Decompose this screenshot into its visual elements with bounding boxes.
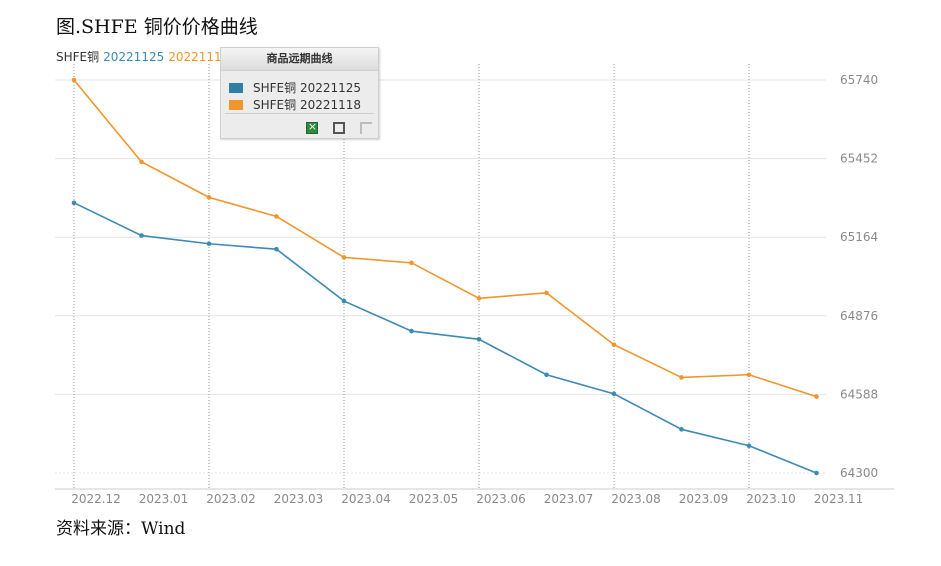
series-strip-s2[interactable]: 20221118 (168, 50, 230, 64)
y-tick-label: 65452 (840, 152, 878, 166)
x-tick-label: 2023.04 (341, 492, 391, 506)
series-point-1 (611, 391, 617, 397)
series-point-2 (544, 290, 549, 296)
x-tick-label: 2023.06 (476, 492, 526, 506)
x-tick-label: 2023.05 (409, 492, 459, 506)
series-point-2 (814, 394, 819, 399)
series-point-1 (746, 443, 752, 449)
x-tick-label: 2023.01 (139, 492, 189, 506)
legend-item-series1[interactable]: SHFE铜 20221125 (229, 79, 361, 96)
series-point-2 (679, 375, 684, 380)
series-point-2 (274, 214, 279, 219)
series-line-2 (73, 79, 817, 398)
x-tick-label: 2023.07 (544, 492, 594, 506)
x-tick-label: 2023.11 (814, 492, 864, 506)
x-tick-label: 2022.12 (71, 492, 121, 506)
series-point-1 (341, 298, 347, 304)
legend-item-series2[interactable]: SHFE铜 20221118 (229, 96, 361, 113)
series-point-1 (409, 328, 414, 334)
series-line-1 (73, 202, 817, 474)
y-tick-label: 65740 (840, 73, 878, 87)
series-point-2 (476, 296, 482, 301)
legend-divider (225, 113, 374, 114)
legend-swatch-series2 (229, 100, 243, 110)
legend-label-series2: SHFE铜 20221118 (253, 98, 362, 112)
x-tick-label: 2023.10 (746, 492, 796, 506)
y-tick-label: 64588 (840, 387, 878, 401)
legend-toolbar (296, 119, 372, 134)
series-strip-s1[interactable]: 20221125 (103, 50, 165, 64)
x-tick-label: 2023.08 (611, 492, 661, 506)
y-tick-label: 64300 (840, 466, 878, 480)
legend-label-series1: SHFE铜 20221125 (253, 81, 362, 95)
series-point-2 (611, 342, 617, 348)
source-note: 资料来源：Wind (56, 519, 186, 539)
excel-export-icon[interactable] (305, 120, 318, 134)
series-point-1 (206, 241, 212, 247)
series-point-1 (274, 246, 279, 252)
series-point-1 (544, 372, 549, 378)
series-point-1 (476, 336, 482, 342)
x-tick-label: 2023.09 (679, 492, 729, 506)
series-point-2 (746, 372, 752, 378)
chart-legend[interactable]: 商品远期曲线 SHFE铜 20221125 SHFE铜 20221118 (220, 47, 379, 139)
series-point-2 (71, 77, 77, 83)
series-point-2 (341, 255, 347, 260)
series-point-1 (71, 200, 77, 206)
series-point-1 (679, 427, 684, 432)
figure-title: 图.SHFE 铜价价格曲线 (56, 16, 258, 38)
y-tick-label: 64876 (840, 309, 878, 323)
y-tick-label: 65164 (840, 230, 878, 244)
series-strip-label: SHFE铜 (56, 50, 100, 64)
series-point-1 (814, 470, 819, 476)
series-point-1 (139, 233, 144, 238)
x-tick-label: 2023.02 (206, 492, 256, 506)
x-tick-label: 2023.03 (274, 492, 324, 506)
legend-swatch-series1 (229, 83, 243, 93)
series-point-2 (206, 195, 212, 200)
reset-zoom-icon[interactable] (360, 122, 372, 134)
crop-icon[interactable] (332, 122, 345, 134)
series-point-2 (409, 260, 414, 266)
series-strip: SHFE铜 20221125 20221118 (56, 48, 233, 65)
series-point-2 (139, 159, 144, 165)
legend-title: 商品远期曲线 (221, 48, 378, 71)
